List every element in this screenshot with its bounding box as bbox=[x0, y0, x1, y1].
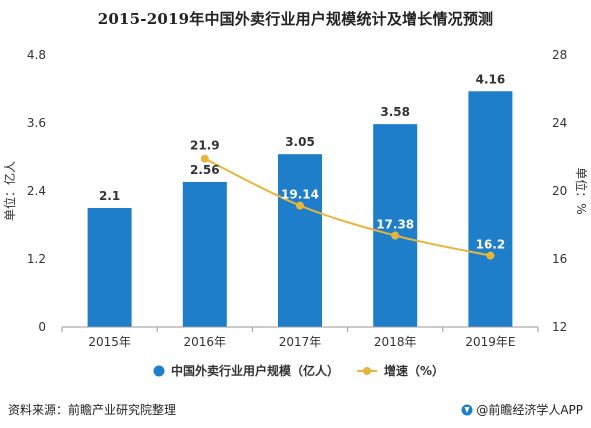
y-right-tick-label: 20 bbox=[552, 184, 567, 198]
y-left-tick-label: 0 bbox=[38, 320, 46, 334]
y-left-tick-label: 3.6 bbox=[27, 116, 46, 130]
y-right-tick-label: 16 bbox=[552, 252, 567, 266]
y-right-tick-label: 12 bbox=[552, 320, 567, 334]
y-left-tick-label: 4.8 bbox=[27, 48, 46, 62]
bar bbox=[87, 208, 132, 327]
legend-line-label: 增速（%） bbox=[384, 363, 444, 378]
bar bbox=[278, 154, 322, 327]
growth-value-label: 17.38 bbox=[376, 218, 414, 232]
y-left-tick-label: 1.2 bbox=[27, 252, 46, 266]
bar-value-label: 3.58 bbox=[380, 105, 410, 119]
bars-layer bbox=[87, 91, 513, 328]
bar-value-label: 3.05 bbox=[285, 135, 315, 149]
line-layer bbox=[200, 154, 495, 260]
brand-logo-icon bbox=[461, 404, 473, 416]
growth-point bbox=[296, 201, 304, 210]
bar-value-label: 2.1 bbox=[99, 189, 120, 203]
legend-layer: 中国外卖行业用户规模（亿人） 增速（%） bbox=[153, 363, 444, 378]
growth-line bbox=[204, 157, 491, 257]
growth-point bbox=[200, 154, 209, 163]
x-tick-label: 2015年 bbox=[88, 335, 131, 349]
x-tick-label: 2017年 bbox=[279, 335, 322, 349]
growth-point bbox=[486, 251, 495, 260]
bar bbox=[182, 181, 227, 327]
x-tick-label: 2016年 bbox=[184, 335, 227, 349]
x-tick-label: 2019年E bbox=[465, 335, 515, 349]
bar bbox=[373, 124, 418, 327]
axes-layer: 2015年 2016年 2017年 2018年 2019年E 0 1.2 2.4 3.6 4.8 1… bbox=[2, 48, 589, 349]
brand-credit-text: @前瞻经济学人APP bbox=[476, 403, 583, 417]
x-tick-label: 2018年 bbox=[374, 335, 417, 349]
growth-value-label: 16.2 bbox=[476, 238, 506, 252]
y-left-axis-title: 单位：亿人 bbox=[2, 161, 17, 221]
bar-value-label: 2.56 bbox=[190, 163, 220, 177]
brand-credit: @前瞻经济学人APP bbox=[461, 401, 583, 418]
chart-title: 2015-2019年中国外卖行业用户规模统计及增长情况预测 bbox=[97, 10, 494, 28]
y-right-axis-title: 单位：% bbox=[574, 167, 589, 214]
source-note: 资料来源：前瞻产业研究院整理 bbox=[8, 403, 177, 417]
legend-bar-swatch bbox=[153, 365, 165, 377]
legend-bar-label: 中国外卖行业用户规模（亿人） bbox=[171, 363, 339, 378]
growth-value-label: 19.14 bbox=[281, 188, 319, 202]
y-right-tick-label: 28 bbox=[552, 48, 567, 62]
growth-point bbox=[391, 231, 400, 240]
bar-value-label: 4.16 bbox=[476, 72, 506, 86]
labels-layer: 2.1 2.56 3.05 3.58 4.16 21.9 19.14 17.38 16.2 bbox=[99, 72, 505, 251]
legend-line-marker bbox=[363, 367, 371, 375]
y-right-tick-label: 24 bbox=[552, 116, 567, 130]
growth-value-label: 21.9 bbox=[190, 139, 220, 153]
bar bbox=[468, 91, 513, 328]
y-left-tick-label: 2.4 bbox=[27, 184, 46, 198]
